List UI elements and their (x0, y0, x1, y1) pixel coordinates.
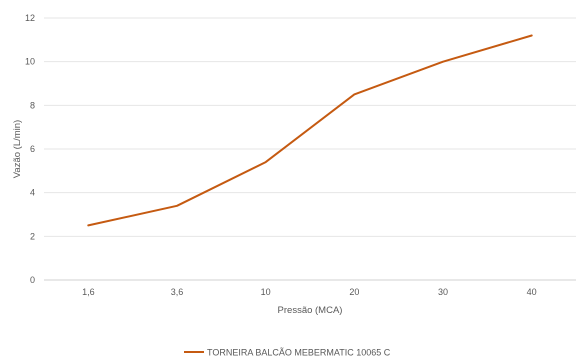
y-axis-title: Vazão (L/min) (12, 120, 23, 178)
x-tick-label: 3,6 (171, 287, 184, 297)
series-line (87, 34, 533, 227)
x-tick-label: 1,6 (82, 287, 95, 297)
y-tick-label: 2 (30, 231, 35, 241)
y-tick-label: 6 (30, 144, 35, 154)
y-tick-label: 12 (25, 13, 35, 23)
y-axis-ticks: 0 2 4 6 8 10 12 (25, 13, 35, 285)
x-tick-label: 40 (527, 287, 537, 297)
y-tick-label: 10 (25, 57, 35, 67)
gridlines (44, 17, 576, 281)
y-tick-label: 8 (30, 100, 35, 110)
y-tick-label: 0 (30, 275, 35, 285)
x-axis-ticks: 1,6 3,6 10 20 30 40 (82, 287, 537, 297)
y-tick-label: 4 (30, 188, 35, 198)
legend: TORNEIRA BALCÃO MEBERMATIC 10065 C (184, 348, 391, 358)
x-tick-label: 10 (261, 287, 271, 297)
x-tick-label: 20 (349, 287, 359, 297)
x-tick-label: 30 (438, 287, 448, 297)
series-layer (87, 34, 533, 227)
legend-label: TORNEIRA BALCÃO MEBERMATIC 10065 C (207, 348, 391, 358)
x-axis-title: Pressão (MCA) (278, 305, 343, 316)
